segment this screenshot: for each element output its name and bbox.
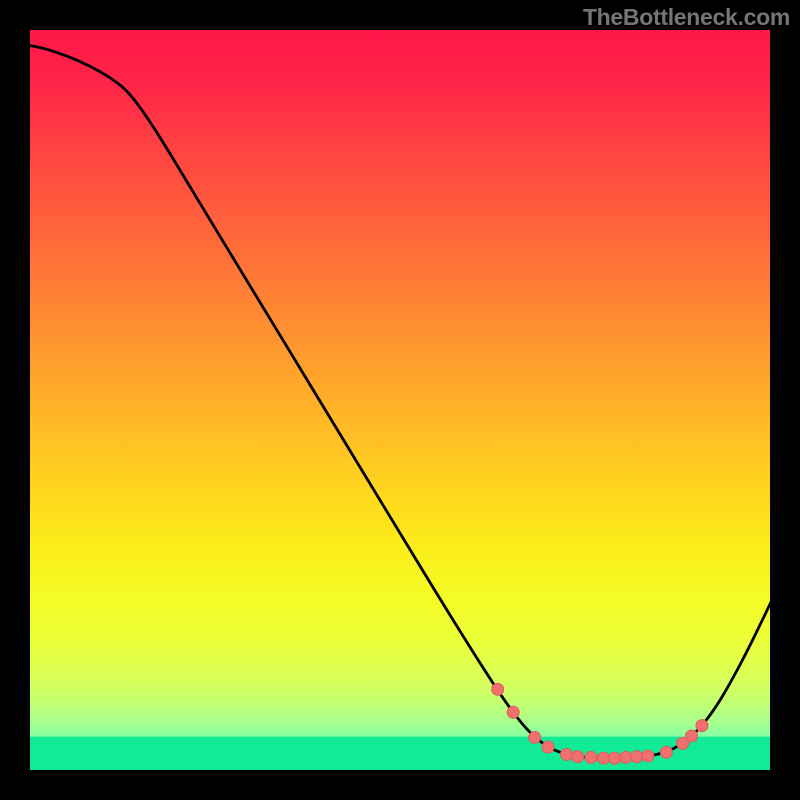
plot-area [30, 30, 770, 770]
watermark-text: TheBottleneck.com [583, 4, 790, 31]
background-gradient-field [30, 30, 770, 770]
chart-container: TheBottleneck.com [0, 0, 800, 800]
